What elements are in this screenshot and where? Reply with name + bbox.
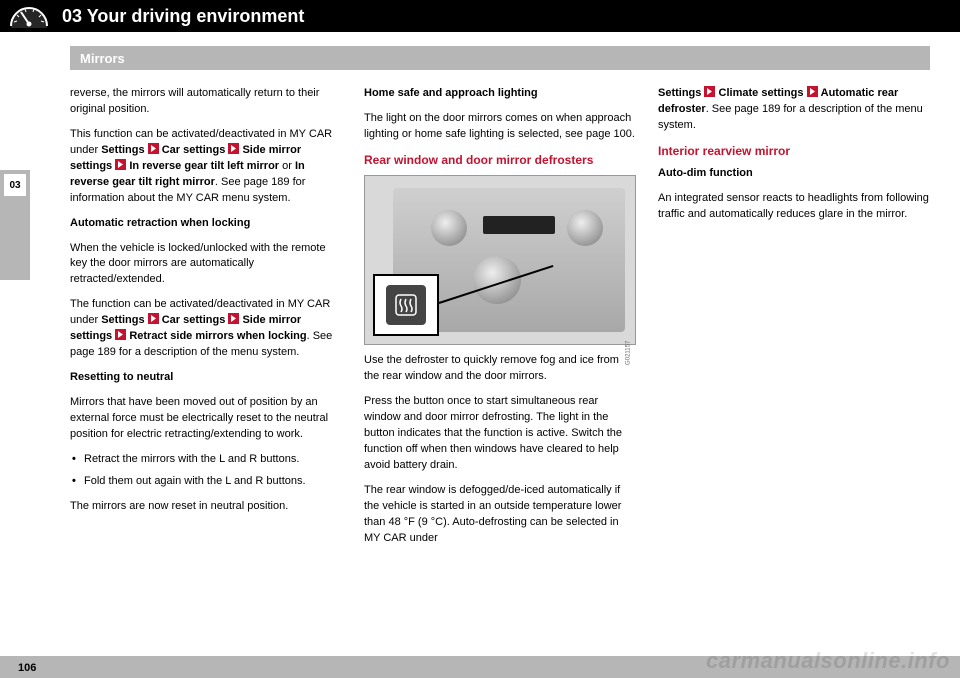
arrow-right-icon (807, 86, 818, 97)
body-text: The rear window is defogged/de-iced auto… (364, 483, 636, 547)
list-item: Retract the mirrors with the L and R but… (70, 452, 342, 468)
content-columns: reverse, the mirrors will automatically … (70, 86, 930, 638)
body-text: The function can be activated/deactivate… (70, 297, 342, 361)
arrow-right-icon (115, 329, 126, 340)
sub-heading: Automatic retraction when locking (70, 216, 342, 232)
defrost-button-callout (373, 274, 439, 336)
arrow-right-icon (115, 159, 126, 170)
page-number: 106 (18, 662, 36, 674)
page-header: 03 Your driving environment (0, 0, 960, 32)
chapter-side-tab: 03 (0, 170, 30, 280)
red-heading: Interior rearview mirror (658, 143, 930, 160)
red-heading: Rear window and door mirror defrosters (364, 152, 636, 169)
sub-heading: Resetting to neutral (70, 370, 342, 386)
arrow-right-icon (228, 143, 239, 154)
column-2: Home safe and approach lighting The ligh… (364, 86, 636, 638)
arrow-right-icon (704, 86, 715, 97)
body-text: Press the button once to start simultane… (364, 394, 636, 474)
sub-heading: Home safe and approach lighting (364, 86, 636, 102)
arrow-right-icon (148, 143, 159, 154)
arrow-right-icon (148, 313, 159, 324)
body-text: Settings Climate settings Automatic rear… (658, 86, 930, 134)
section-subheader: Mirrors (70, 46, 930, 70)
body-text: An integrated sensor reacts to headlight… (658, 191, 930, 223)
chapter-number-badge: 03 (4, 174, 26, 196)
knob-icon (431, 210, 467, 246)
manual-page: 03 Your driving environment Mirrors 03 r… (0, 0, 960, 678)
body-text: The light on the door mirrors comes on w… (364, 111, 636, 143)
arrow-right-icon (228, 313, 239, 324)
body-text: This function can be activated/deactivat… (70, 127, 342, 207)
body-text: Mirrors that have been moved out of posi… (70, 395, 342, 443)
defroster-figure: G021157 (364, 175, 636, 345)
defrost-button-icon (386, 285, 426, 325)
sub-heading: Auto-dim function (658, 166, 930, 182)
knob-icon (567, 210, 603, 246)
column-3: Settings Climate settings Automatic rear… (658, 86, 930, 638)
body-text: The mirrors are now reset in neutral pos… (70, 499, 342, 515)
bullet-list: Retract the mirrors with the L and R but… (70, 452, 342, 490)
body-text: When the vehicle is locked/unlocked with… (70, 241, 342, 289)
watermark: carmanualsonline.info (706, 648, 950, 674)
list-item: Fold them out again with the L and R but… (70, 474, 342, 490)
section-title: Mirrors (80, 51, 125, 66)
figure-id: G021157 (624, 340, 633, 364)
column-1: reverse, the mirrors will automatically … (70, 86, 342, 638)
chapter-title: 03 Your driving environment (62, 6, 304, 27)
knob-icon (473, 256, 521, 304)
body-text: reverse, the mirrors will automatically … (70, 86, 342, 118)
gauge-icon (0, 0, 58, 32)
body-text: Use the defroster to quickly remove fog … (364, 353, 636, 385)
